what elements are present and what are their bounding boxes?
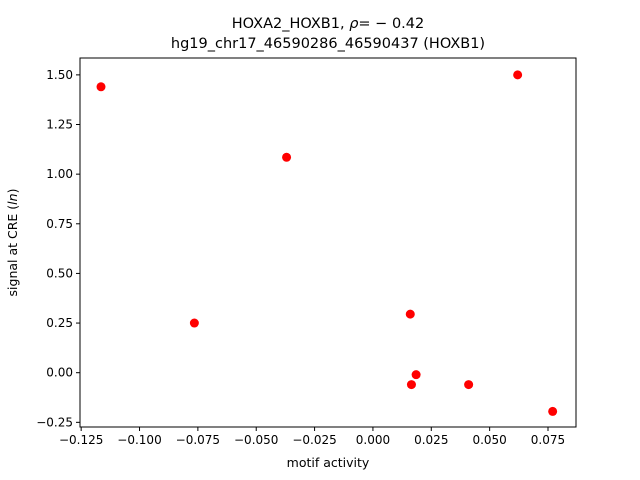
data-point	[282, 152, 292, 162]
data-point	[405, 309, 415, 319]
y-tick-label: 1.25	[46, 118, 73, 132]
data-point	[513, 70, 523, 80]
chart-title-rho: ρ	[349, 16, 359, 32]
y-tick-label: 1.00	[46, 167, 73, 181]
data-point	[189, 318, 199, 328]
data-point	[464, 380, 474, 390]
x-tick-label: 0.025	[414, 433, 448, 447]
x-axis: −0.125 −0.100 −0.075 −0.050 −0.025 0.000 0.025…	[59, 427, 565, 447]
x-tick-label: 0.000	[356, 433, 390, 447]
x-tick-label: −0.025	[292, 433, 336, 447]
x-tick-label: −0.100	[117, 433, 161, 447]
data-points	[96, 70, 558, 416]
y-tick-label: 0.50	[46, 266, 73, 280]
data-point	[548, 406, 558, 416]
y-axis-label-prefix: signal at CRE (	[5, 205, 20, 297]
y-axis-label-italic: ln	[5, 193, 20, 204]
y-tick-label: 0.00	[46, 366, 73, 380]
plot-area-frame	[79, 57, 577, 428]
chart-title-line1: HOXA2_HOXB1, ρ= − 0.42	[232, 16, 424, 32]
data-point	[411, 370, 421, 380]
y-tick-label: 0.75	[46, 217, 73, 231]
chart-title-rho-value: = − 0.42	[358, 16, 424, 32]
y-axis-label: signal at CRE (ln)	[5, 189, 20, 297]
y-tick-label: −0.25	[36, 415, 73, 429]
chart-title-line2: hg19_chr17_46590286_46590437 (HOXB1)	[171, 36, 485, 52]
chart-title-text: HOXA2_HOXB1,	[232, 16, 349, 32]
data-point	[406, 380, 416, 390]
x-tick-label: −0.050	[234, 433, 278, 447]
y-tick-label: 0.25	[46, 316, 73, 330]
y-axis: −0.25 0.00 0.25 0.50 0.75 1.00 1.25 1.50	[36, 68, 80, 429]
x-axis-label: motif activity	[287, 455, 370, 470]
y-axis-label-suffix: )	[5, 189, 20, 194]
y-tick-label: 1.50	[46, 68, 73, 82]
data-point	[96, 82, 106, 92]
x-tick-label: 0.075	[531, 433, 565, 447]
x-tick-label: 0.050	[472, 433, 506, 447]
x-tick-label: −0.075	[176, 433, 220, 447]
x-tick-label: −0.125	[59, 433, 103, 447]
